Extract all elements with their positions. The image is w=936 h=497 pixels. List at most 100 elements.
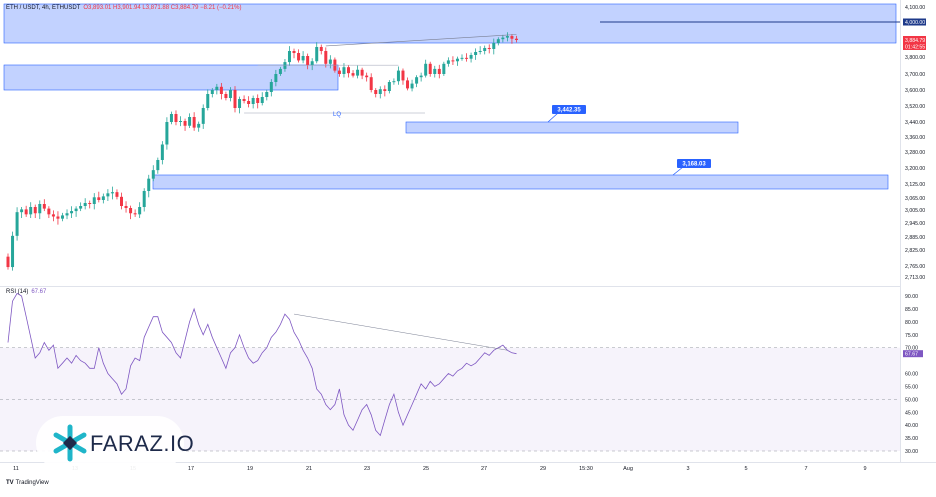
candle-body bbox=[251, 98, 255, 104]
candle-body bbox=[428, 63, 432, 74]
symbol-label: ETH / USDT, 4h, ETHUSDT bbox=[6, 5, 81, 11]
rsi-divergence-line bbox=[293, 313, 508, 351]
candle-body bbox=[356, 69, 360, 76]
candle-body bbox=[460, 57, 464, 59]
candle-body bbox=[92, 197, 96, 204]
lq-annotation: LQ bbox=[333, 112, 341, 118]
candle-body bbox=[6, 256, 10, 268]
candle-body bbox=[342, 67, 346, 74]
candle-body bbox=[306, 55, 310, 66]
demand-zone-3442 bbox=[405, 121, 739, 134]
rsi-value-tag bbox=[903, 350, 923, 358]
time-tick-label: 5 bbox=[744, 466, 747, 472]
candle-body bbox=[442, 63, 446, 74]
candle-body bbox=[446, 60, 450, 64]
tradingview-brand[interactable]: TV TradingView bbox=[6, 480, 49, 486]
zone-label-3168-pointer bbox=[672, 166, 684, 176]
candle-body bbox=[501, 37, 505, 40]
candle-body bbox=[74, 208, 78, 212]
candles-group bbox=[6, 32, 518, 271]
rsi-tick-label: 55.00 bbox=[905, 384, 918, 390]
candle-body bbox=[492, 42, 496, 49]
candle-body bbox=[56, 216, 60, 219]
candle-body bbox=[97, 197, 101, 200]
price-tick-label: 4,100.00 bbox=[905, 5, 925, 11]
price-tick-label: 2,885.00 bbox=[905, 235, 925, 241]
candle-body bbox=[365, 75, 369, 78]
candle-body bbox=[210, 90, 214, 94]
candle-body bbox=[469, 54, 473, 59]
candle-body bbox=[319, 46, 323, 51]
candle-body bbox=[315, 46, 319, 62]
candle-body bbox=[505, 36, 509, 38]
candle-body bbox=[219, 86, 223, 94]
level-4000-text: 4,000.00 bbox=[905, 20, 925, 26]
countdown-text: 01:42:55 bbox=[905, 45, 925, 51]
candle-body bbox=[138, 207, 142, 215]
candle-body bbox=[115, 192, 119, 197]
zone-label-3442-box bbox=[552, 105, 586, 114]
current-price-text: 3,884.79 bbox=[905, 38, 925, 44]
candle-body bbox=[101, 196, 105, 200]
candle-body bbox=[79, 206, 83, 209]
time-tick-label: 17 bbox=[188, 466, 194, 472]
candle-body bbox=[451, 60, 455, 62]
candle-body bbox=[174, 114, 178, 122]
zone-label-3442-text: 3,442.35 bbox=[557, 108, 581, 114]
candle-body bbox=[424, 63, 428, 76]
time-tick-label: 9 bbox=[863, 466, 866, 472]
rsi-indicator-label[interactable]: RSI (14) 67.67 bbox=[6, 289, 46, 295]
candle-body bbox=[133, 213, 137, 215]
candle-body bbox=[369, 77, 373, 90]
time-tick-label: 7 bbox=[804, 466, 807, 472]
candle-body bbox=[410, 83, 414, 89]
candle-body bbox=[11, 235, 15, 268]
candle-body bbox=[120, 196, 123, 206]
candle-body bbox=[419, 75, 423, 78]
candle-body bbox=[228, 90, 232, 98]
candle-body bbox=[88, 203, 92, 204]
candle-body bbox=[188, 117, 192, 126]
candle-body bbox=[247, 101, 251, 104]
time-tick-label: 3 bbox=[686, 466, 689, 472]
demand-zone-3168 bbox=[152, 174, 889, 190]
candle-body bbox=[224, 94, 228, 98]
candle-body bbox=[337, 70, 341, 74]
candle-body bbox=[437, 68, 441, 74]
candle-body bbox=[510, 36, 514, 39]
time-tick-label: 29 bbox=[540, 466, 546, 472]
price-tick-label: 3,700.00 bbox=[905, 72, 925, 78]
time-tick-label: 19 bbox=[247, 466, 253, 472]
candle-body bbox=[301, 55, 305, 61]
price-tick-label: 2,945.00 bbox=[905, 221, 925, 227]
time-tick-label: 15:30 bbox=[579, 466, 593, 472]
rsi-tick-label: 60.00 bbox=[905, 372, 918, 378]
price-tick-label: 3,440.00 bbox=[905, 120, 925, 126]
candle-body bbox=[310, 61, 314, 66]
rsi-name: RSI (14) bbox=[6, 289, 29, 295]
candle-body bbox=[374, 90, 378, 94]
candle-body bbox=[351, 73, 355, 76]
candle-body bbox=[169, 114, 173, 122]
zone-label-3168-box bbox=[677, 159, 711, 168]
candle-body bbox=[292, 50, 296, 53]
rsi-tick-label: 30.00 bbox=[905, 449, 918, 455]
time-tick-label: 27 bbox=[481, 466, 487, 472]
candle-body bbox=[415, 77, 419, 84]
candle-body bbox=[142, 191, 146, 207]
chart-header: ETH / USDT, 4h, ETHUSDT O3,893.01 H3,901.… bbox=[6, 5, 241, 11]
candle-body bbox=[406, 80, 410, 89]
candle-body bbox=[283, 62, 287, 69]
candle-body bbox=[478, 50, 482, 52]
rsi-value: 67.67 bbox=[31, 289, 47, 295]
price-tick-label: 3,520.00 bbox=[905, 104, 925, 110]
candle-body bbox=[160, 144, 164, 160]
candle-body bbox=[401, 70, 405, 81]
candle-body bbox=[147, 178, 151, 191]
candle-body bbox=[274, 74, 278, 82]
candle-body bbox=[51, 214, 55, 217]
candle-body bbox=[360, 69, 364, 76]
candle-body bbox=[15, 212, 19, 236]
